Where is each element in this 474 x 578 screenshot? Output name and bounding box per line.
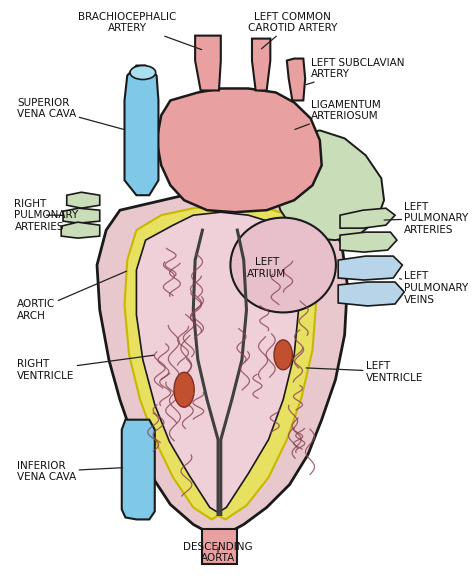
- Text: LEFT
PULMONARY
ARTERIES: LEFT PULMONARY ARTERIES: [384, 202, 468, 235]
- Ellipse shape: [174, 372, 194, 407]
- Text: LEFT SUBCLAVIAN
ARTERY: LEFT SUBCLAVIAN ARTERY: [306, 58, 404, 84]
- PathPatch shape: [156, 88, 322, 212]
- Text: BRACHIOCEPHALIC
ARTERY: BRACHIOCEPHALIC ARTERY: [78, 12, 201, 50]
- Text: DESCENDING
AORTA: DESCENDING AORTA: [183, 542, 253, 563]
- PathPatch shape: [340, 232, 397, 252]
- PathPatch shape: [137, 212, 299, 513]
- PathPatch shape: [195, 36, 221, 91]
- PathPatch shape: [125, 65, 158, 195]
- Ellipse shape: [130, 65, 155, 80]
- Ellipse shape: [230, 218, 336, 313]
- Text: LEFT
PULMONARY
VEINS: LEFT PULMONARY VEINS: [400, 272, 468, 305]
- PathPatch shape: [287, 58, 305, 101]
- PathPatch shape: [274, 131, 384, 240]
- PathPatch shape: [67, 192, 100, 208]
- Text: INFERIOR
VENA CAVA: INFERIOR VENA CAVA: [17, 461, 123, 483]
- Ellipse shape: [274, 340, 292, 370]
- Text: LEFT
ATRIUM: LEFT ATRIUM: [247, 257, 286, 279]
- PathPatch shape: [125, 205, 316, 520]
- PathPatch shape: [338, 282, 404, 306]
- PathPatch shape: [338, 256, 402, 280]
- PathPatch shape: [202, 529, 237, 564]
- PathPatch shape: [61, 222, 100, 238]
- Text: LEFT COMMON
CAROTID ARTERY: LEFT COMMON CAROTID ARTERY: [247, 12, 337, 49]
- Text: LEFT
VENTRICLE: LEFT VENTRICLE: [306, 361, 423, 383]
- Text: RIGHT
PULMONARY
ARTERIES: RIGHT PULMONARY ARTERIES: [14, 199, 79, 232]
- Text: AORTIC
ARCH: AORTIC ARCH: [17, 271, 127, 321]
- Text: SUPERIOR
VENA CAVA: SUPERIOR VENA CAVA: [17, 98, 125, 129]
- PathPatch shape: [63, 208, 100, 223]
- PathPatch shape: [340, 208, 395, 228]
- PathPatch shape: [97, 192, 347, 535]
- Text: RIGHT
VENTRICLE: RIGHT VENTRICLE: [17, 355, 154, 380]
- PathPatch shape: [252, 39, 270, 91]
- PathPatch shape: [122, 420, 155, 520]
- Text: LIGAMENTUM
ARTERIOSUM: LIGAMENTUM ARTERIOSUM: [295, 99, 381, 129]
